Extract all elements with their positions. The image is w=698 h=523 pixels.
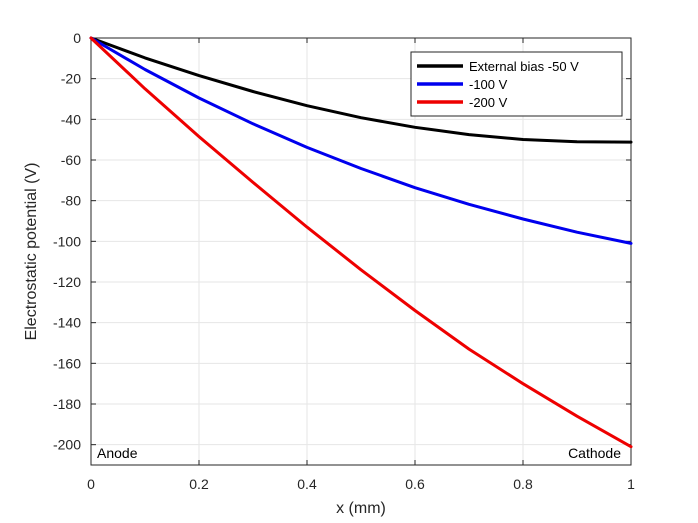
- anode-annotation: Anode: [97, 445, 138, 461]
- axis-ticks: 0 0.2 0.4 0.6 0.8 1 0 -20 -40 -60 -80 -100 -120 -140 -…: [53, 30, 635, 492]
- legend-entry-label: -100 V: [469, 77, 508, 92]
- series-line-200-v: [89, 36, 633, 449]
- y-tick-label: -140: [53, 315, 81, 331]
- x-axis-label: x (mm): [336, 500, 386, 517]
- y-tick-label: -120: [53, 274, 81, 290]
- series-line-external-bias-50-v: [89, 36, 633, 144]
- y-tick-label: -200: [53, 437, 81, 453]
- x-tick-label: 0.8: [513, 476, 533, 492]
- legend-entry-label: -200 V: [469, 95, 508, 110]
- y-tick-label: 0: [73, 30, 81, 46]
- y-tick-label: -60: [61, 152, 81, 168]
- legend: External bias -50 V -100 V -200 V: [410, 51, 623, 117]
- x-tick-label: 0.2: [189, 476, 209, 492]
- y-tick-label: -160: [53, 355, 81, 371]
- x-tick-label: 1: [627, 476, 635, 492]
- legend-entry-label: External bias -50 V: [469, 59, 579, 74]
- series-line-100-v: [89, 36, 633, 245]
- y-tick-label: -40: [61, 111, 81, 127]
- y-tick-label: -20: [61, 71, 81, 87]
- plot-frame: [90, 37, 632, 466]
- x-tick-label: 0.4: [297, 476, 317, 492]
- series-group: [89, 36, 633, 449]
- y-axis-label: Electrostatic potential (V): [23, 163, 40, 341]
- cathode-annotation: Cathode: [568, 445, 621, 461]
- y-tick-label: -100: [53, 233, 81, 249]
- y-tick-label: -180: [53, 396, 81, 412]
- x-tick-label: 0.6: [405, 476, 425, 492]
- y-tick-label: -80: [61, 193, 81, 209]
- x-tick-label: 0: [87, 476, 95, 492]
